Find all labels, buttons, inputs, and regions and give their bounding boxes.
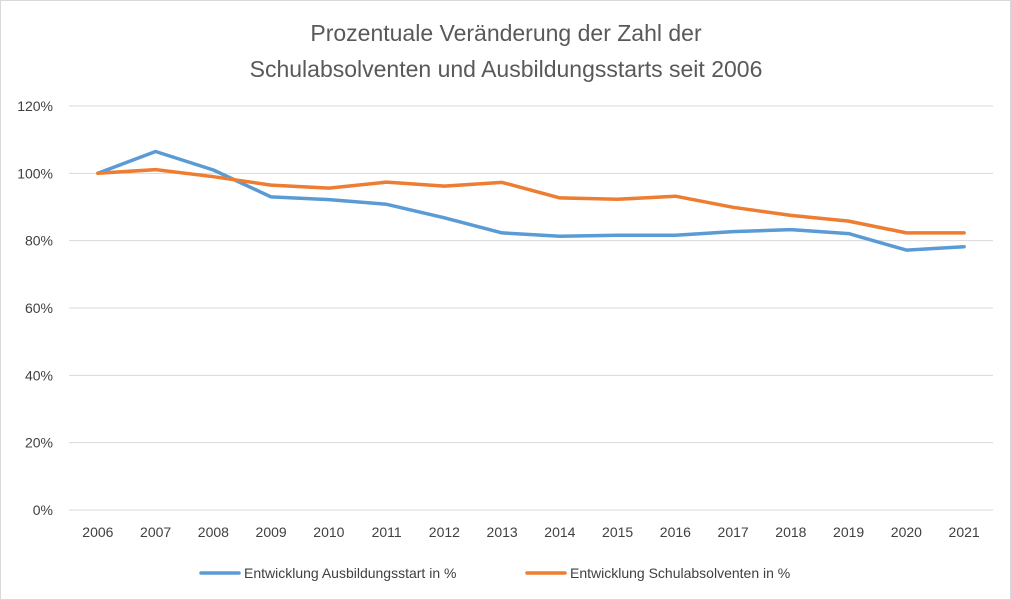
x-tick-label: 2019 xyxy=(833,524,864,540)
x-tick-label: 2016 xyxy=(660,524,691,540)
x-tick-label: 2006 xyxy=(82,524,113,540)
x-tick-label: 2014 xyxy=(544,524,575,540)
y-tick-label: 60% xyxy=(25,300,53,316)
x-tick-label: 2018 xyxy=(775,524,806,540)
chart-title: Prozentuale Veränderung der Zahl der xyxy=(310,20,702,46)
x-tick-label: 2020 xyxy=(891,524,922,540)
chart-subtitle: Schulabsolventen und Ausbildungsstarts s… xyxy=(250,56,763,82)
y-tick-label: 20% xyxy=(25,435,53,451)
x-tick-label: 2010 xyxy=(313,524,344,540)
series-line-1 xyxy=(96,149,966,252)
x-axis-ticks: 2006 2007 2008 2009 2010 2011 2012 2013 2014 2015… xyxy=(82,524,980,540)
y-tick-label: 40% xyxy=(25,367,53,383)
series-lines xyxy=(96,149,966,252)
x-tick-label: 2008 xyxy=(198,524,229,540)
x-tick-label: 2012 xyxy=(429,524,460,540)
x-tick-label: 2015 xyxy=(602,524,633,540)
legend-label: Entwicklung Schulabsolventen in % xyxy=(570,565,790,581)
y-tick-label: 100% xyxy=(17,165,53,181)
x-tick-label: 2017 xyxy=(718,524,749,540)
y-axis-ticks: 0% 20% 40% 60% 80% 100% 120% xyxy=(17,98,53,518)
x-tick-label: 2009 xyxy=(256,524,287,540)
legend-label: Entwicklung Ausbildungsstart in % xyxy=(244,565,456,581)
series-line-2 xyxy=(96,167,966,235)
legend: Entwicklung Ausbildungsstart in % Entwick… xyxy=(199,565,790,581)
y-tick-label: 80% xyxy=(25,233,53,249)
y-tick-label: 120% xyxy=(17,98,53,114)
x-tick-label: 2011 xyxy=(372,524,402,540)
x-tick-label: 2021 xyxy=(949,524,980,540)
x-tick-label: 2007 xyxy=(140,524,171,540)
y-tick-label: 0% xyxy=(33,502,53,518)
x-tick-label: 2013 xyxy=(487,524,518,540)
